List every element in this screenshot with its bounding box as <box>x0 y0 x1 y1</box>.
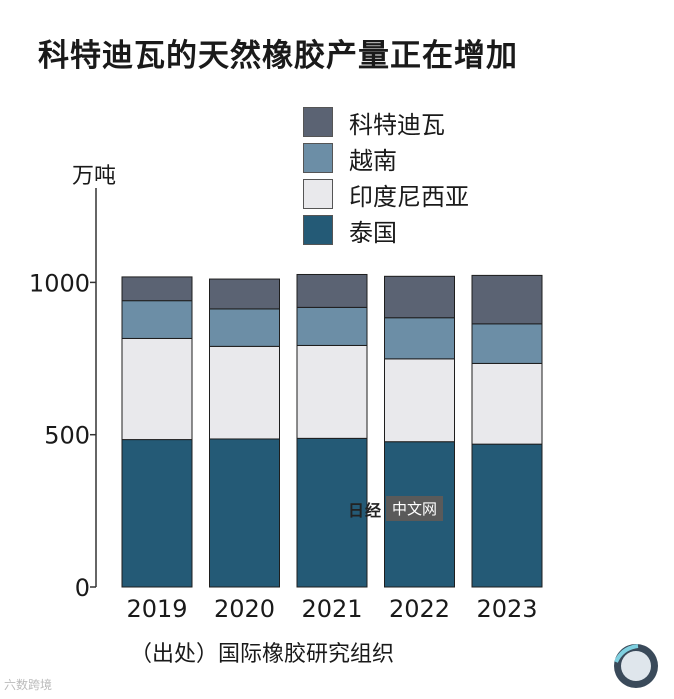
y-tick-label: 1000 <box>29 269 90 297</box>
bar-segment <box>471 323 543 364</box>
bar-segment <box>296 306 368 346</box>
bar-segment <box>209 345 280 440</box>
legend-item-indonesia: 印度尼西亚 <box>303 176 469 212</box>
bar-segment <box>471 362 543 445</box>
legend-swatch-vietnam <box>303 143 333 173</box>
bar-segment <box>121 337 193 441</box>
legend-item-vietnam: 越南 <box>303 140 469 176</box>
legend-swatch-thailand <box>303 215 333 245</box>
bar-segment <box>296 344 368 439</box>
x-tick-label: 2022 <box>389 595 450 623</box>
corner-watermark: 六数跨境 <box>4 678 53 692</box>
legend-item-thailand: 泰国 <box>303 212 469 248</box>
y-axis-label: 万吨 <box>72 164 117 189</box>
watermark: 日经 中文网 <box>348 496 444 521</box>
source-note: （出处）国际橡胶研究组织 <box>130 642 395 667</box>
bar-segment <box>121 439 193 588</box>
legend-label-vietnam: 越南 <box>349 146 397 175</box>
x-tick-label: 2019 <box>126 595 187 623</box>
x-tick-label: 2020 <box>214 595 275 623</box>
x-tick-label: 2023 <box>476 595 537 623</box>
bar-segment <box>296 437 368 588</box>
publisher-badge-icon <box>614 644 658 688</box>
bar-segment <box>296 273 368 308</box>
bar-segment <box>384 358 455 443</box>
legend-swatch-indonesia <box>303 179 333 209</box>
legend-swatch-cote-divoire <box>303 107 333 137</box>
watermark-logo: 日经 <box>348 500 383 520</box>
legend-item-cote-divoire: 科特迪瓦 <box>303 104 469 140</box>
legend-label-cote-divoire: 科特迪瓦 <box>349 110 445 139</box>
bar-segment <box>209 278 280 310</box>
y-tick-label: 0 <box>75 574 90 602</box>
y-tick-label: 500 <box>44 422 90 450</box>
chart-title: 科特迪瓦的天然橡胶产量正在增加 <box>38 38 518 74</box>
bar-segment <box>471 443 543 588</box>
legend: 科特迪瓦 越南 印度尼西亚 泰国 <box>303 104 469 248</box>
bar-segment <box>209 438 280 588</box>
bar-segment <box>471 274 543 325</box>
bar-segment <box>209 308 280 347</box>
bar-segment <box>121 300 193 339</box>
watermark-text: 中文网 <box>386 496 444 521</box>
legend-label-thailand: 泰国 <box>349 218 397 247</box>
x-tick-label: 2021 <box>301 595 362 623</box>
bar-segment <box>384 275 455 319</box>
legend-label-indonesia: 印度尼西亚 <box>349 182 469 211</box>
bar-segment <box>384 317 455 360</box>
bar-segment <box>121 276 193 302</box>
